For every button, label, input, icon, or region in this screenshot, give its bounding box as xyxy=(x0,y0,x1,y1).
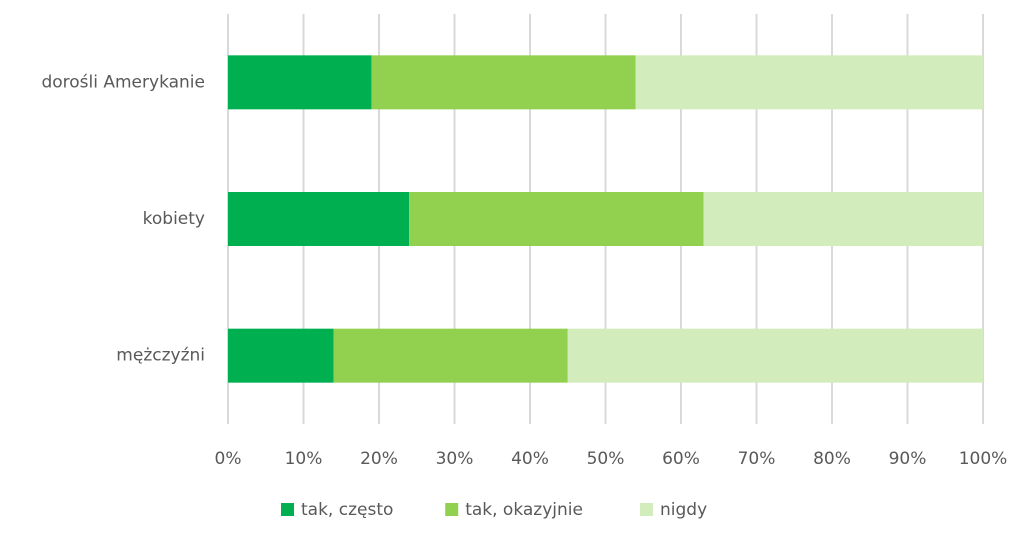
y-tick-label: mężczyźni xyxy=(116,346,205,366)
legend-label: tak, często xyxy=(301,500,393,520)
x-tick-label: 0% xyxy=(215,449,242,469)
bar-segment xyxy=(635,55,983,110)
x-tick-label: 50% xyxy=(587,449,625,469)
bar-segment xyxy=(371,55,636,110)
legend-swatch xyxy=(640,503,653,516)
bar-segment xyxy=(703,192,983,246)
x-tick-label: 60% xyxy=(662,449,700,469)
legend-label: nigdy xyxy=(660,500,707,520)
bar-segment xyxy=(228,55,372,110)
x-tick-label: 90% xyxy=(889,449,927,469)
bar-segment xyxy=(333,328,568,383)
legend-label: tak, okazyjnie xyxy=(465,500,583,520)
bar-segment xyxy=(567,328,983,383)
bar-segment xyxy=(228,192,410,246)
x-tick-label: 70% xyxy=(738,449,776,469)
bar-segment xyxy=(228,328,334,383)
x-tick-label: 10% xyxy=(285,449,323,469)
y-tick-label: kobiety xyxy=(143,209,205,229)
x-tick-label: 40% xyxy=(511,449,549,469)
bar-segment xyxy=(409,192,704,246)
y-tick-label: dorośli Amerykanie xyxy=(41,72,205,92)
x-tick-label: 20% xyxy=(360,449,398,469)
legend-swatch xyxy=(445,503,459,516)
x-tick-label: 80% xyxy=(813,449,851,469)
x-tick-label: 30% xyxy=(436,449,474,469)
legend-swatch xyxy=(281,503,294,516)
x-tick-label: 100% xyxy=(959,449,1008,469)
